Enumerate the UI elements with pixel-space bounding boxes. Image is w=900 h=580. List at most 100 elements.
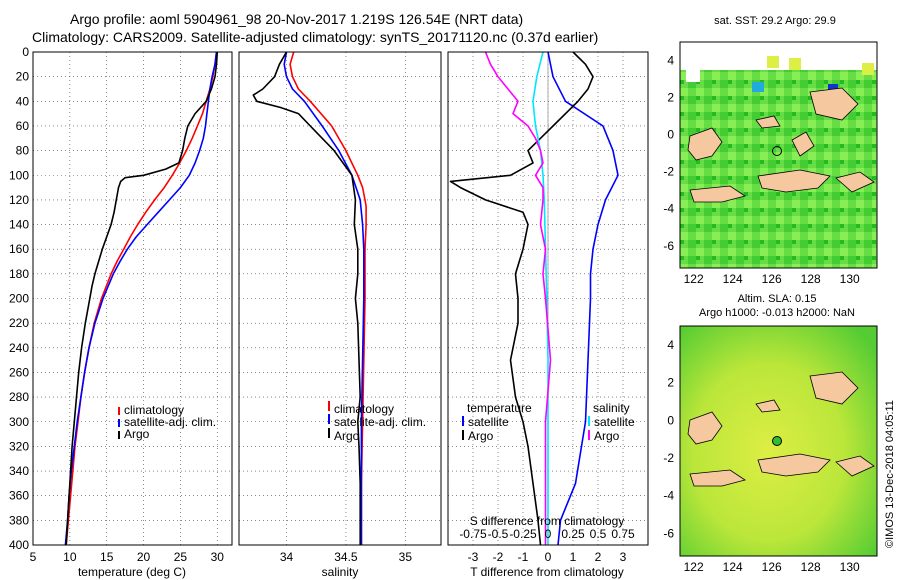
lon-tick-label: 124: [723, 272, 743, 286]
sst-map-title: sat. SST: 29.2 Argo: 29.9: [714, 15, 836, 27]
series-line-t-satellite: [547, 51, 619, 546]
salinity-tick-labels: 34 34.5 35: [280, 550, 412, 564]
sla-land: [687, 411, 723, 445]
sla-map: Altim. SLA: 0.15 Argo h1000: -0.013 h200…: [663, 293, 878, 574]
lat-tick-label: 4: [667, 54, 674, 68]
difference-legend: temperature satellite Argo salinity sate…: [462, 401, 635, 443]
depth-tick-labels: 0 20 40 60 80 100 120 140 160 180 200 220 240 260 280 3…: [9, 45, 29, 552]
temperature-lines: [64, 51, 219, 546]
title-line-2: Climatology: CARS2009. Satellite-adjuste…: [32, 29, 598, 45]
depth-tick-label: 320: [9, 439, 29, 453]
lat-tick-label: -4: [663, 202, 674, 216]
legend-s-satellite: satellite: [594, 415, 635, 429]
x-tick-label: 34.5: [334, 550, 358, 564]
legend-salinity-title: salinity: [593, 401, 630, 415]
lat-tick-label: 0: [667, 413, 674, 427]
x-tick-label: 20: [137, 550, 151, 564]
depth-tick-label: 380: [9, 513, 29, 527]
lat-tick-label: 0: [667, 128, 674, 142]
salinity-lines: [252, 51, 367, 545]
s-difference-label: S difference from climatology: [470, 514, 625, 528]
sla-tick-labels: 122 124 126 128 130 4 2 0 -2 -4 -6: [663, 338, 860, 574]
legend-argo: Argo: [334, 429, 360, 443]
x-tick-label: 35: [399, 550, 413, 564]
depth-tick-label: 340: [9, 464, 29, 478]
s-difference-tick-label: 0.75: [611, 527, 635, 541]
series-line-t-argo: [449, 51, 594, 546]
x-tick-label: -3: [468, 550, 479, 564]
lat-tick-label: -4: [663, 489, 674, 503]
sst-map-frame: [679, 41, 878, 269]
depth-tick-label: 280: [9, 390, 29, 404]
depth-tick-label: 220: [9, 316, 29, 330]
difference-frame: [447, 51, 649, 546]
sla-land: [689, 469, 746, 487]
sst-land: [755, 115, 781, 129]
x-tick-label: 1: [570, 550, 577, 564]
depth-tick-label: 180: [9, 267, 29, 281]
x-tick-label: 30: [211, 550, 225, 564]
legend-s-argo: Argo: [594, 429, 620, 443]
s-difference-tick-label: 0: [545, 527, 552, 541]
x-tick-label: 15: [100, 550, 114, 564]
lat-tick-label: 2: [667, 91, 674, 105]
legend-climatology: climatology: [334, 402, 394, 416]
lon-tick-label: 130: [840, 560, 860, 574]
legend-climatology: climatology: [124, 403, 184, 417]
lat-tick-label: -6: [663, 239, 674, 253]
salinity-xlabel: salinity: [322, 565, 359, 579]
series-line-argo: [252, 51, 362, 545]
depth-tick-label: 360: [9, 489, 29, 503]
sst-warm-cell: [789, 58, 801, 70]
depth-tick-label: 20: [16, 70, 30, 84]
sla-map-title-2: Argo h1000: -0.013 h2000: NaN: [699, 307, 855, 319]
s-difference-tick-label: -0.5: [488, 527, 509, 541]
legend-t-argo: Argo: [468, 429, 494, 443]
temperature-panel: 0 20 40 60 80 100 120 140 160 180 200 220 240 260 280 3…: [9, 45, 233, 579]
t-difference-xlabel: T difference from climatology: [470, 565, 624, 579]
legend-satellite-adj: satellite-adj. clim.: [124, 415, 216, 429]
series-line-satellite-adj-clim-: [64, 51, 218, 546]
imos-watermark: ©IMOS 13-Dec-2018 04:05:11: [884, 400, 896, 548]
sst-land: [689, 185, 746, 203]
sst-warm-cell: [862, 63, 874, 75]
legend-argo: Argo: [124, 427, 150, 441]
salinity-grid: [239, 52, 441, 545]
x-tick-label: -2: [493, 550, 504, 564]
sla-map-title-1: Altim. SLA: 0.15: [738, 293, 817, 305]
depth-tick-label: 240: [9, 341, 29, 355]
depth-tick-label: 160: [9, 242, 29, 256]
s-difference-tick-label: -0.25: [509, 527, 537, 541]
lat-tick-label: 4: [667, 338, 674, 352]
temperature-tick-labels: 5 10 15 20 25 30: [30, 550, 225, 564]
legend-t-satellite: satellite: [468, 415, 509, 429]
lon-tick-label: 124: [723, 560, 743, 574]
lat-tick-label: -6: [663, 526, 674, 540]
x-tick-label: 10: [63, 550, 77, 564]
lat-tick-label: -2: [663, 165, 674, 179]
x-tick-label: 3: [620, 550, 627, 564]
sla-land: [755, 399, 781, 413]
depth-tick-label: 140: [9, 218, 29, 232]
salinity-frame: [238, 51, 442, 546]
temperature-legend: climatology satellite-adj. clim. Argo: [118, 403, 216, 441]
s-difference-tick-labels: -0.75 -0.5 -0.25 0 0.25 0.5 0.75: [459, 527, 635, 541]
depth-tick-label: 400: [9, 538, 29, 552]
depth-tick-label: 300: [9, 415, 29, 429]
depth-tick-label: 40: [16, 94, 30, 108]
x-tick-label: 5: [30, 550, 37, 564]
lon-tick-label: 128: [801, 560, 821, 574]
series-line-s-satellite: [532, 51, 549, 545]
sst-argo-marker: [772, 146, 782, 156]
x-tick-label: 34: [280, 550, 294, 564]
lon-tick-label: 122: [684, 560, 704, 574]
legend-satellite-adj: satellite-adj. clim.: [334, 415, 426, 429]
depth-tick-label: 200: [9, 292, 29, 306]
sst-tick-labels: 122 124 126 128 130 4 2 0 -2 -4 -6: [663, 54, 860, 286]
sst-no-data: [686, 70, 700, 82]
difference-panel: -3 -2 -1 0 1 2 3 T difference from climatology…: [447, 51, 649, 579]
depth-tick-label: 60: [16, 119, 30, 133]
depth-tick-label: 100: [9, 168, 29, 182]
x-tick-label: -1: [518, 550, 529, 564]
